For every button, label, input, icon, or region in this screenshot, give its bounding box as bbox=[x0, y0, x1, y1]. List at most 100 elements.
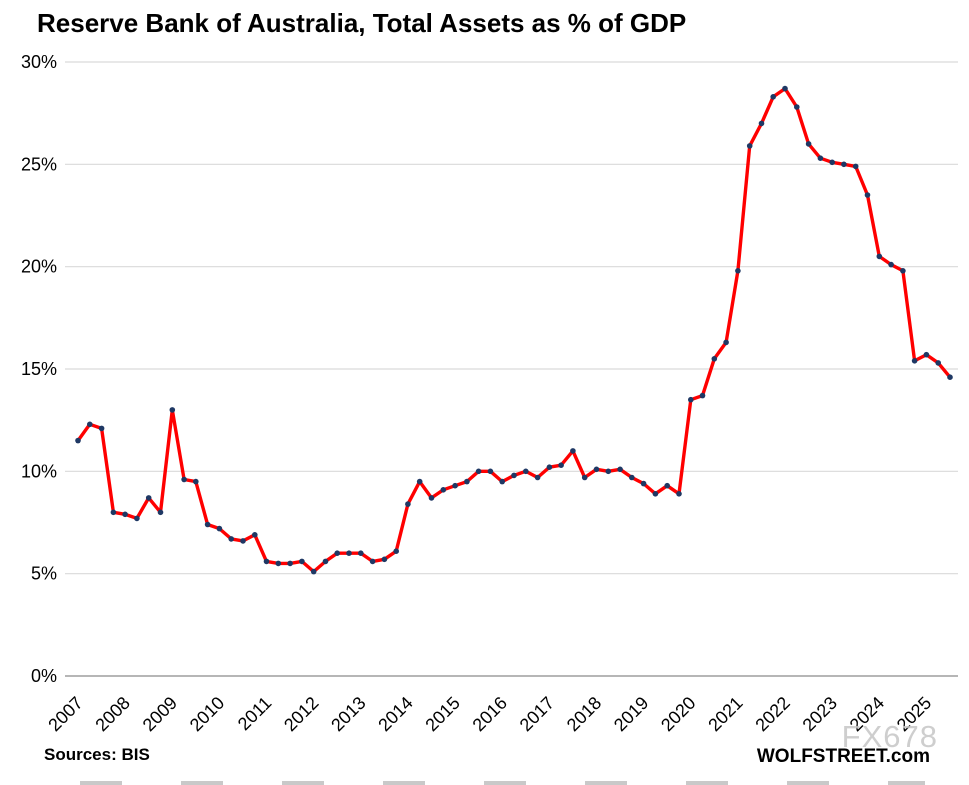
data-point-marker bbox=[252, 532, 258, 538]
data-point-marker bbox=[440, 487, 447, 493]
data-point-marker bbox=[676, 491, 682, 497]
y-axis-label: 0% bbox=[31, 666, 57, 686]
data-point-marker bbox=[216, 525, 223, 532]
x-axis-label: 2007 bbox=[44, 693, 86, 735]
data-point-marker bbox=[723, 339, 729, 346]
data-point-marker bbox=[263, 558, 270, 565]
data-point-marker bbox=[652, 491, 659, 497]
data-point-marker bbox=[322, 558, 329, 565]
data-point-marker bbox=[381, 556, 388, 563]
y-axis-label: 25% bbox=[21, 154, 57, 174]
data-point-marker bbox=[405, 501, 411, 507]
data-point-marker bbox=[369, 558, 376, 565]
data-point-marker bbox=[581, 474, 588, 481]
fx678-watermark: FX678 bbox=[841, 719, 938, 754]
data-point-marker bbox=[334, 550, 341, 556]
data-point-marker bbox=[794, 104, 800, 110]
x-axis-label: 2009 bbox=[139, 693, 181, 735]
wolfstreet-credit: WOLFSTREET.com bbox=[756, 746, 930, 767]
data-point-marker bbox=[428, 495, 435, 501]
x-axis-label: 2008 bbox=[92, 693, 134, 735]
data-point-marker bbox=[487, 468, 494, 475]
data-point-marker bbox=[711, 356, 718, 362]
sources-note: Sources: BIS bbox=[44, 745, 150, 764]
data-point-marker bbox=[145, 495, 152, 501]
x-axis-label: 2019 bbox=[610, 693, 652, 735]
data-point-marker bbox=[852, 163, 859, 170]
data-point-marker bbox=[770, 94, 776, 100]
data-point-marker bbox=[817, 155, 824, 161]
x-axis-label: 2015 bbox=[421, 693, 463, 735]
x-axis-label: 2023 bbox=[799, 693, 841, 735]
data-point-marker bbox=[287, 560, 293, 567]
x-axis-label: 2014 bbox=[374, 693, 416, 735]
data-point-marker bbox=[805, 141, 812, 147]
data-point-marker bbox=[228, 536, 234, 542]
data-point-marker bbox=[758, 120, 765, 127]
x-axis-label: 2017 bbox=[516, 693, 558, 735]
data-point-marker bbox=[275, 560, 282, 567]
data-point-marker bbox=[841, 161, 847, 168]
x-axis-label: 2012 bbox=[280, 693, 322, 735]
data-point-marker bbox=[416, 478, 423, 485]
x-axis-label: 2016 bbox=[469, 693, 511, 735]
data-point-marker bbox=[629, 474, 635, 481]
data-point-marker bbox=[98, 425, 105, 432]
data-point-marker bbox=[169, 407, 176, 413]
data-point-marker bbox=[75, 437, 81, 444]
data-point-marker bbox=[204, 521, 211, 528]
data-point-marker bbox=[358, 550, 364, 556]
data-point-marker bbox=[688, 396, 694, 403]
data-point-marker bbox=[157, 509, 164, 516]
data-point-marker bbox=[393, 548, 400, 554]
data-point-marker bbox=[534, 474, 541, 481]
data-point-marker bbox=[782, 85, 788, 92]
bottom-dash-strip bbox=[80, 781, 925, 785]
data-point-marker bbox=[888, 261, 894, 268]
x-axis-label: 2010 bbox=[186, 693, 228, 735]
x-axis-label: 2020 bbox=[657, 693, 699, 735]
data-point-marker bbox=[947, 374, 953, 381]
data-point-marker bbox=[475, 468, 482, 475]
data-point-marker bbox=[240, 538, 246, 544]
x-axis-label: 2022 bbox=[751, 693, 793, 735]
data-point-marker bbox=[735, 268, 741, 274]
x-axis-label: 2011 bbox=[234, 693, 276, 735]
data-point-marker bbox=[452, 482, 458, 489]
x-axis-label: 2018 bbox=[563, 693, 605, 735]
y-axis-label: 20% bbox=[21, 257, 57, 277]
chart-title: Reserve Bank of Australia, Total Assets … bbox=[37, 8, 687, 38]
data-point-marker bbox=[900, 268, 906, 274]
data-point-marker bbox=[464, 478, 470, 485]
data-point-marker bbox=[935, 360, 941, 366]
data-point-marker bbox=[746, 143, 753, 149]
x-axis-label: 2013 bbox=[327, 693, 369, 735]
data-point-marker bbox=[923, 351, 930, 358]
data-line bbox=[76, 86, 952, 574]
data-point-marker bbox=[134, 515, 140, 522]
data-point-marker bbox=[829, 159, 835, 166]
data-point-marker bbox=[617, 466, 623, 473]
data-point-marker bbox=[523, 468, 529, 475]
data-point-marker bbox=[122, 511, 128, 518]
y-axis-label: 30% bbox=[21, 52, 57, 72]
data-point-marker bbox=[546, 464, 553, 471]
data-point-marker bbox=[346, 550, 352, 556]
data-point-marker bbox=[911, 358, 918, 364]
data-point-marker bbox=[193, 478, 199, 485]
y-axis-label: 15% bbox=[21, 359, 57, 379]
y-axis-label: 10% bbox=[21, 461, 57, 481]
data-point-marker bbox=[558, 462, 564, 469]
data-point-marker bbox=[570, 448, 576, 454]
data-point-marker bbox=[310, 568, 317, 575]
data-point-marker bbox=[864, 192, 871, 198]
data-point-marker bbox=[299, 558, 305, 565]
data-point-marker bbox=[110, 509, 117, 516]
data-point-marker bbox=[876, 253, 883, 260]
y-axis-label: 5% bbox=[31, 564, 57, 584]
data-point-marker bbox=[640, 480, 647, 487]
data-point-marker bbox=[511, 472, 517, 479]
data-point-marker bbox=[699, 392, 706, 399]
